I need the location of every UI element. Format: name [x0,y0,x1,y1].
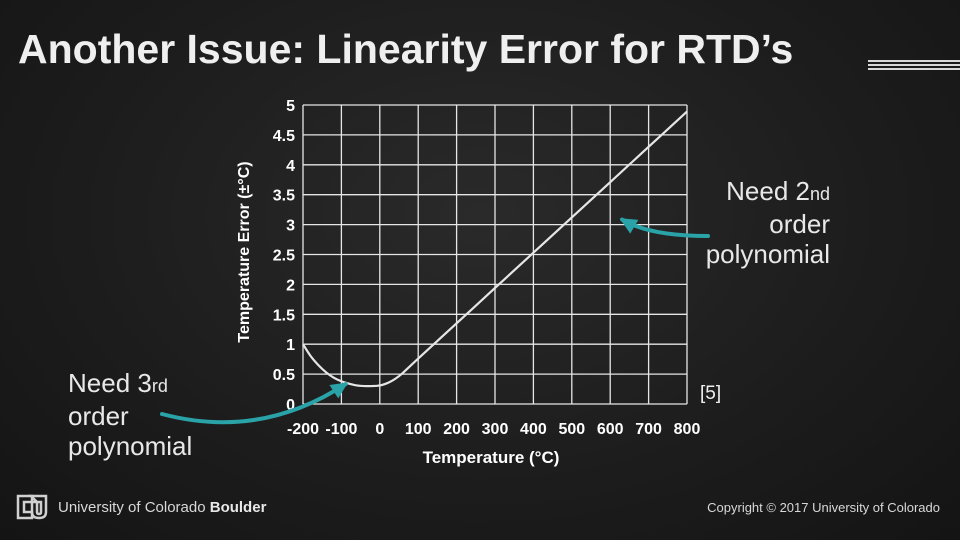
annotation-3rd-suffix: rd [151,376,168,396]
title-rule-top [868,60,960,62]
y-tick-label: 0.5 [273,367,295,384]
annotation-2nd-order: Need 2nd order polynomial [690,176,830,269]
arrow-3rd-order [160,382,349,425]
annotation-3rd-main: Need 3 [68,368,152,398]
x-tick-label: 700 [635,421,662,438]
title-rule-bottom [868,68,960,70]
y-tick-label: 4 [286,158,295,175]
y-tick-label: 3 [286,218,295,235]
x-axis-label: Temperature (°C) [423,448,560,467]
y-tick-label: 3.5 [273,188,295,205]
y-tick-label: 5 [286,98,295,115]
y-tick-label: 0 [286,397,295,414]
x-tick-label: 600 [597,421,624,438]
x-tick-label: 100 [405,421,432,438]
university-name-text: University of Colorado [58,498,206,516]
annotation-arrows [160,217,710,425]
reference-citation: [5] [700,383,722,404]
x-tick-label: 800 [674,421,701,438]
y-tick-label: 2.5 [273,248,295,265]
y-tick-label: 4.5 [273,128,295,145]
university-campus: Boulder [209,498,267,516]
y-tick-label: 1.5 [273,307,295,324]
university-name: University of Colorado Boulder [58,499,266,516]
x-tick-label: 400 [520,421,547,438]
chart-grid [302,104,688,405]
copyright-notice: Copyright © 2017 University of Colorado [707,500,940,515]
x-tick-label: -100 [325,421,357,438]
annotation-3rd-line3: polynomial [68,431,193,461]
x-tick-label: 0 [375,421,384,438]
cu-logo-icon [16,494,48,520]
footer-university: University of Colorado Boulder [14,490,266,524]
linearity-error-curve [302,110,688,388]
slide-title: Another Issue: Linearity Error for RTD’s [18,26,794,72]
x-tick-label: 300 [482,421,509,438]
y-axis-label: Temperature Error (±°C) [236,161,253,342]
y-tick-label: 2 [286,277,295,294]
y-tick-label: 1 [286,337,295,354]
annotation-2nd-suffix: nd [809,184,830,204]
annotation-2nd-main: Need 2 [726,176,810,206]
annotation-3rd-line2: order [68,401,129,431]
x-tick-label: -200 [287,421,319,438]
x-tick-label: 500 [558,421,585,438]
title-rule-middle [868,64,960,66]
annotation-3rd-order: Need 3rd order polynomial [68,368,192,461]
x-tick-label: 200 [443,421,470,438]
annotation-2nd-line3: polynomial [705,239,830,269]
annotation-2nd-line2: order [769,209,830,239]
arrow-2nd-order [619,217,710,238]
chart-ticks: -200 -100 0 100 200 300 400 500 600 700 800 0 0.5 1 1.… [273,98,701,438]
